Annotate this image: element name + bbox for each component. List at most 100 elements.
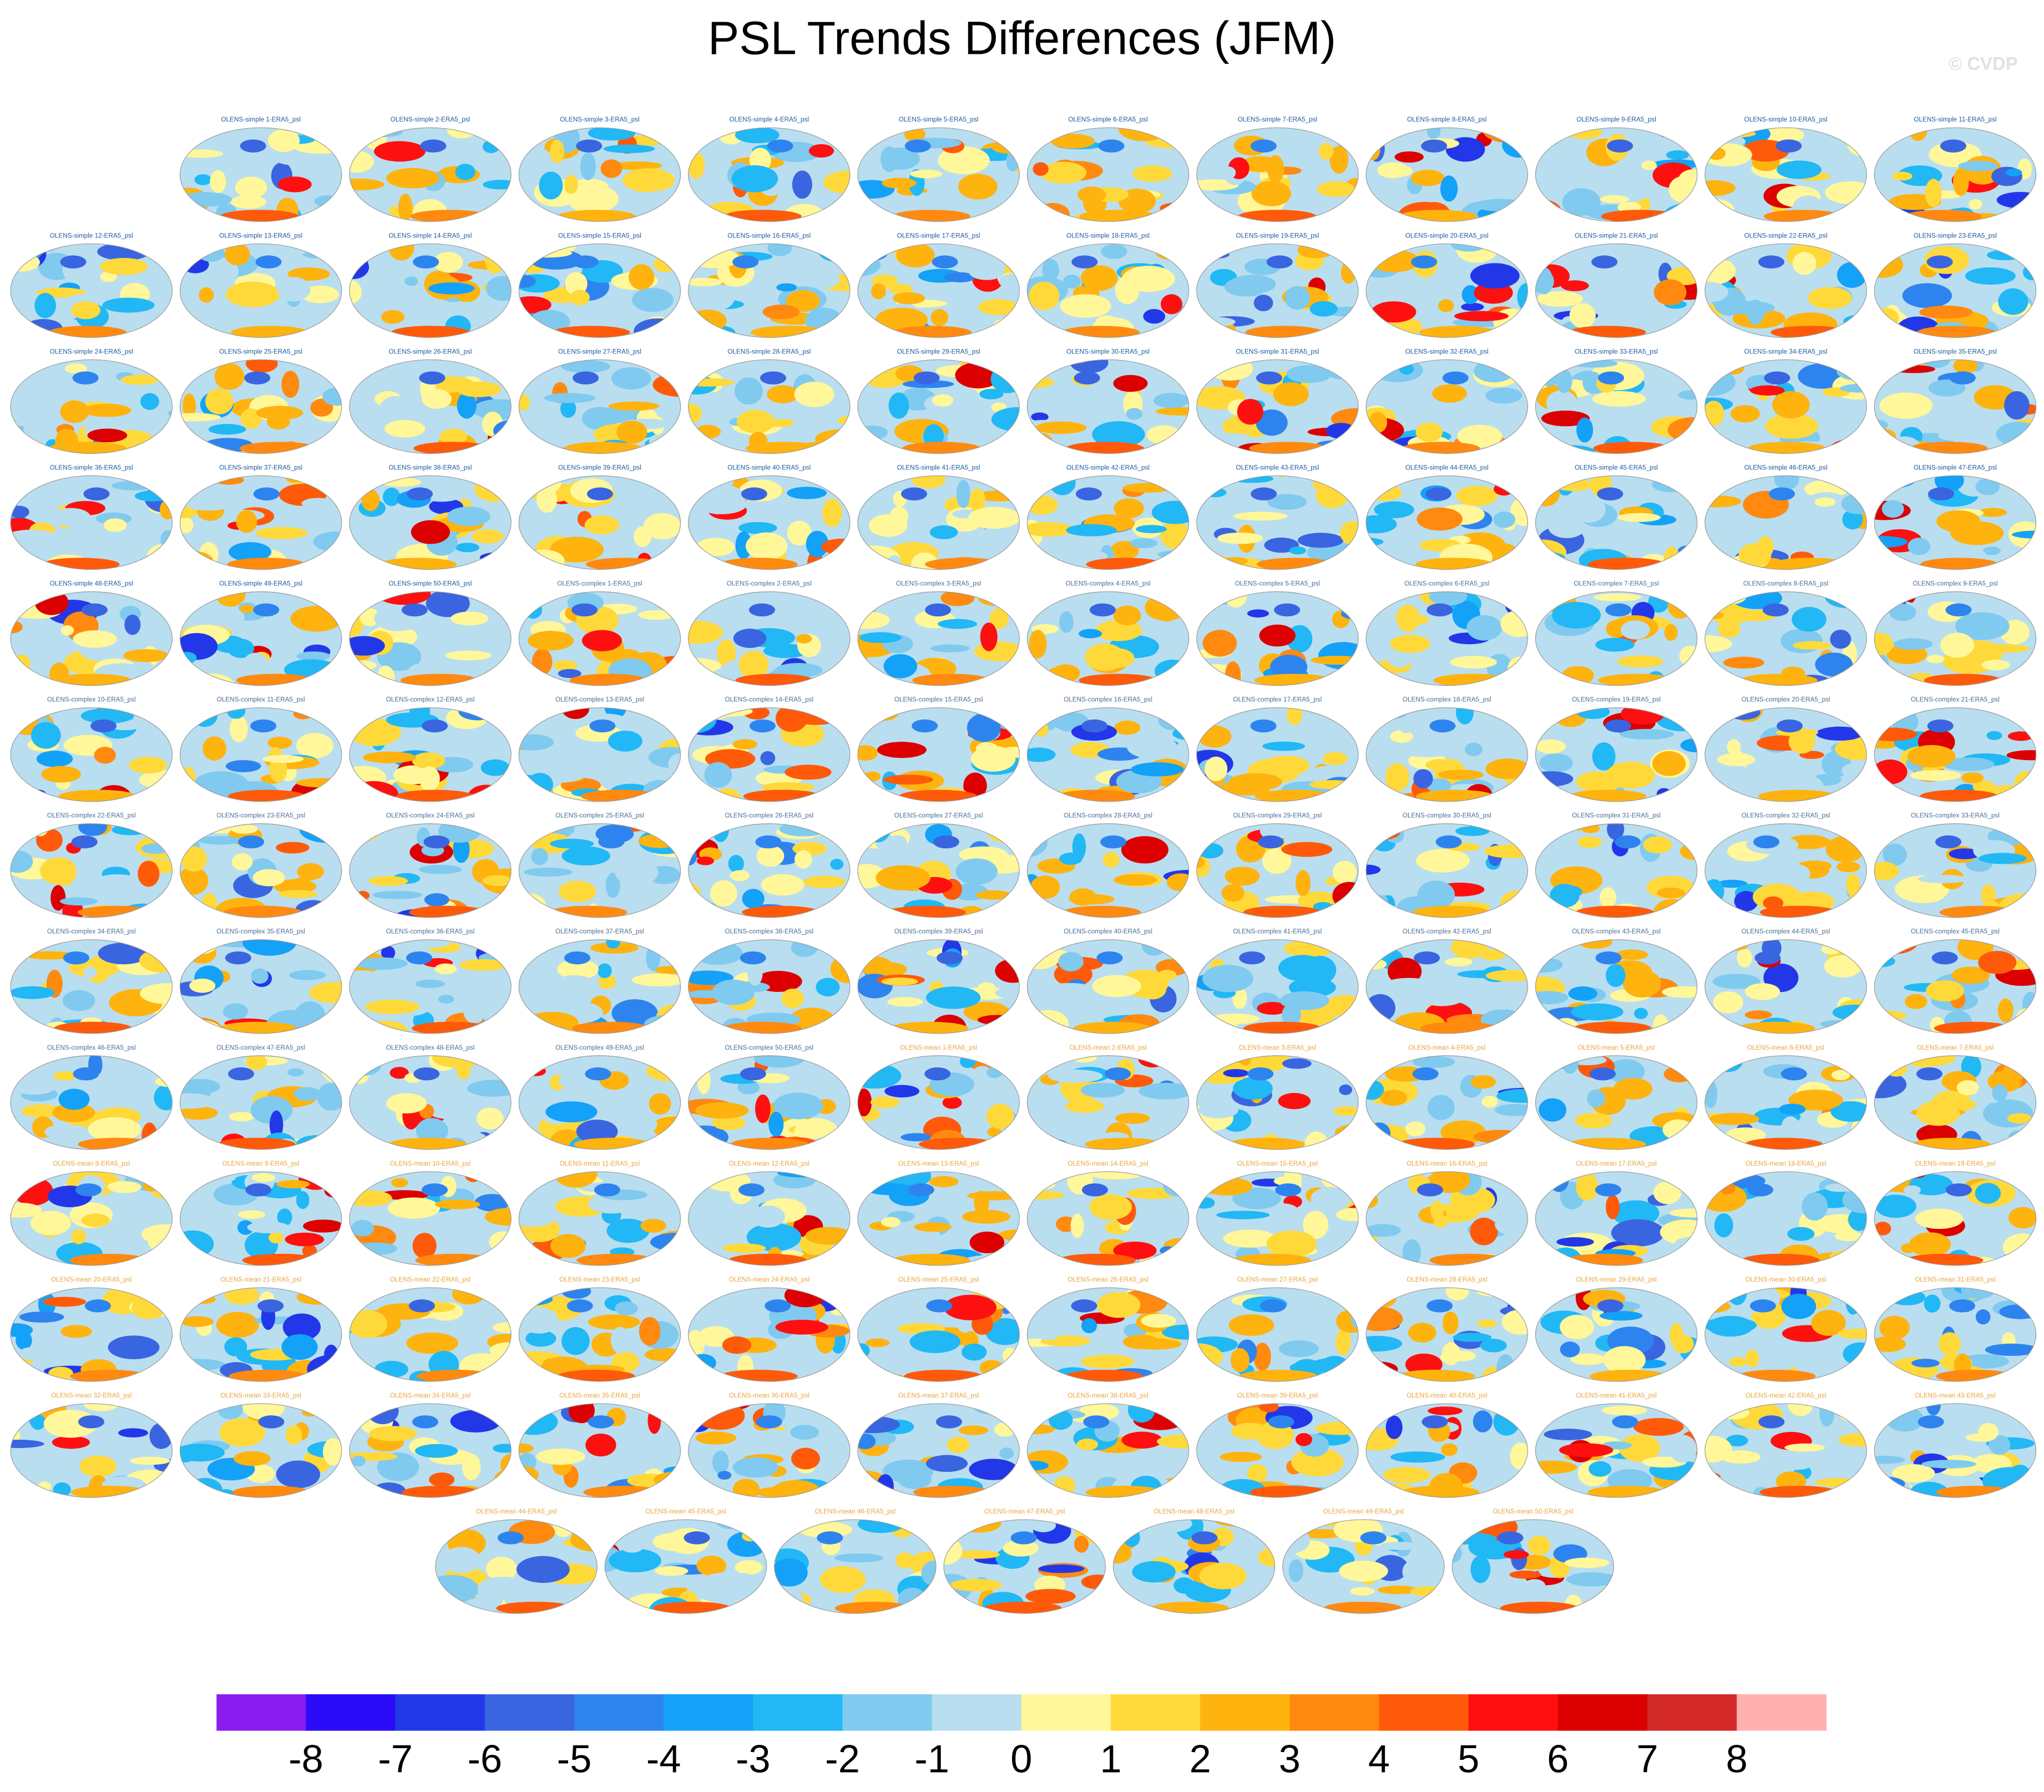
map-panel: OLENS-simple 43-ERA5_psl bbox=[1196, 464, 1359, 570]
map-panel: OLENS-simple 9-ERA5_psl bbox=[1535, 116, 1698, 222]
map-outline bbox=[1704, 359, 1867, 454]
map-outline bbox=[10, 1287, 173, 1382]
colorbar-box bbox=[1379, 1694, 1469, 1731]
panel-label: OLENS-mean 36-ERA5_psl bbox=[729, 1392, 809, 1399]
map-panel: OLENS-mean 20-ERA5_psl bbox=[10, 1276, 173, 1382]
map-field bbox=[1535, 707, 1697, 802]
panel-label: OLENS-complex 49-ERA5_psl bbox=[555, 1044, 644, 1051]
map-panel: OLENS-mean 21-ERA5_psl bbox=[179, 1276, 342, 1382]
map-panel: OLENS-complex 16-ERA5_psl bbox=[1026, 696, 1190, 802]
map-outline bbox=[1196, 1403, 1359, 1498]
map-panel: OLENS-simple 23-ERA5_psl bbox=[1874, 232, 2037, 338]
colorbar-box bbox=[306, 1694, 396, 1731]
colorbar-tick-label: 2 bbox=[1190, 1737, 1211, 1781]
panel-label: OLENS-complex 6-ERA5_psl bbox=[1404, 580, 1489, 587]
map-field bbox=[1196, 244, 1359, 338]
panel-label: OLENS-complex 10-ERA5_psl bbox=[47, 696, 136, 703]
map-outline bbox=[1874, 591, 2037, 686]
map-panel: OLENS-simple 11-ERA5_psl bbox=[1874, 116, 2037, 222]
map-outline bbox=[349, 1055, 512, 1150]
map-field bbox=[1113, 1520, 1275, 1614]
map-panel: OLENS-simple 45-ERA5_psl bbox=[1535, 464, 1698, 570]
map-panel: OLENS-mean 8-ERA5_psl bbox=[10, 1160, 173, 1266]
panel-label: OLENS-mean 21-ERA5_psl bbox=[220, 1276, 301, 1283]
map-panel: OLENS-simple 15-ERA5_psl bbox=[518, 232, 681, 338]
colorbar-box bbox=[216, 1694, 307, 1731]
panel-label: OLENS-simple 29-ERA5_psl bbox=[897, 348, 980, 355]
map-field bbox=[1196, 707, 1359, 802]
map-outline bbox=[688, 591, 851, 686]
map-outline bbox=[1874, 127, 2037, 222]
panel-label: OLENS-complex 19-ERA5_psl bbox=[1572, 696, 1661, 703]
panel-label: OLENS-complex 20-ERA5_psl bbox=[1742, 696, 1830, 703]
map-panel: OLENS-simple 4-ERA5_psl bbox=[688, 116, 851, 222]
map-outline bbox=[10, 591, 173, 686]
map-outline bbox=[1535, 1171, 1698, 1266]
map-outline bbox=[1365, 591, 1529, 686]
map-panel: OLENS-simple 6-ERA5_psl bbox=[1026, 116, 1190, 222]
colorbar-tick-label: 5 bbox=[1458, 1737, 1479, 1781]
map-field bbox=[349, 1403, 512, 1498]
map-panel: OLENS-complex 41-ERA5_psl bbox=[1196, 928, 1359, 1034]
panel-label: OLENS-complex 11-ERA5_psl bbox=[217, 696, 305, 703]
map-outline bbox=[1704, 243, 1867, 338]
map-panel: OLENS-simple 14-ERA5_psl bbox=[349, 232, 512, 338]
map-outline bbox=[1874, 1403, 2037, 1498]
panel-label: OLENS-complex 4-ERA5_psl bbox=[1065, 580, 1150, 587]
map-panel: OLENS-simple 22-ERA5_psl bbox=[1704, 232, 1867, 338]
map-field bbox=[1027, 244, 1189, 338]
colorbar-box bbox=[574, 1694, 664, 1731]
map-panel: OLENS-simple 39-ERA5_psl bbox=[518, 464, 681, 570]
map-panel: OLENS-simple 49-ERA5_psl bbox=[179, 580, 342, 686]
panel-label: OLENS-complex 29-ERA5_psl bbox=[1233, 812, 1322, 819]
map-panel: OLENS-complex 48-ERA5_psl bbox=[349, 1044, 512, 1150]
colorbar-box bbox=[484, 1694, 575, 1731]
map-field bbox=[1196, 475, 1359, 570]
map-field bbox=[180, 823, 342, 918]
map-field bbox=[11, 1287, 173, 1382]
map-outline bbox=[518, 823, 681, 918]
map-outline bbox=[1365, 707, 1529, 802]
map-field bbox=[349, 707, 512, 802]
map-field bbox=[1704, 823, 1867, 918]
panel-label: OLENS-mean 38-ERA5_psl bbox=[1067, 1392, 1148, 1399]
map-outline bbox=[688, 823, 851, 918]
map-outline bbox=[179, 823, 342, 918]
panel-label: OLENS-complex 22-ERA5_psl bbox=[47, 812, 136, 819]
map-panel: OLENS-complex 14-ERA5_psl bbox=[688, 696, 851, 802]
map-panel: OLENS-complex 2-ERA5_psl bbox=[688, 580, 851, 686]
map-outline bbox=[10, 243, 173, 338]
panel-label: OLENS-simple 19-ERA5_psl bbox=[1236, 232, 1319, 239]
map-field bbox=[858, 1287, 1020, 1382]
map-field bbox=[858, 475, 1020, 570]
map-panel: OLENS-simple 30-ERA5_psl bbox=[1026, 348, 1190, 454]
map-outline bbox=[1026, 127, 1190, 222]
panel-label: OLENS-complex 34-ERA5_psl bbox=[47, 928, 136, 935]
map-field bbox=[11, 1403, 173, 1498]
map-outline bbox=[688, 1171, 851, 1266]
map-outline bbox=[943, 1519, 1106, 1614]
map-panel: OLENS-mean 23-ERA5_psl bbox=[518, 1276, 681, 1382]
panel-label: OLENS-simple 36-ERA5_psl bbox=[50, 464, 133, 471]
map-outline bbox=[1535, 823, 1698, 918]
panel-label: OLENS-simple 5-ERA5_psl bbox=[899, 116, 978, 123]
panel-label: OLENS-complex 35-ERA5_psl bbox=[216, 928, 305, 935]
panel-label: OLENS-simple 15-ERA5_psl bbox=[558, 232, 641, 239]
map-field bbox=[180, 591, 342, 686]
colorbar-box bbox=[1647, 1694, 1737, 1731]
panel-label: OLENS-simple 18-ERA5_psl bbox=[1066, 232, 1150, 239]
map-field bbox=[1366, 707, 1528, 802]
colorbar-box bbox=[664, 1694, 754, 1731]
map-outline bbox=[518, 359, 681, 454]
panel-label: OLENS-mean 37-ERA5_psl bbox=[898, 1392, 979, 1399]
map-outline bbox=[1365, 1055, 1529, 1150]
panel-label: OLENS-complex 44-ERA5_psl bbox=[1742, 928, 1830, 935]
map-field bbox=[519, 707, 681, 802]
panel-label: OLENS-complex 27-ERA5_psl bbox=[894, 812, 983, 819]
panel-label: OLENS-mean 32-ERA5_psl bbox=[51, 1392, 131, 1399]
map-outline bbox=[857, 591, 1020, 686]
panel-label: OLENS-complex 33-ERA5_psl bbox=[1911, 812, 2000, 819]
colorbar-box bbox=[753, 1694, 843, 1731]
map-outline bbox=[10, 1403, 173, 1498]
map-outline bbox=[774, 1519, 937, 1614]
